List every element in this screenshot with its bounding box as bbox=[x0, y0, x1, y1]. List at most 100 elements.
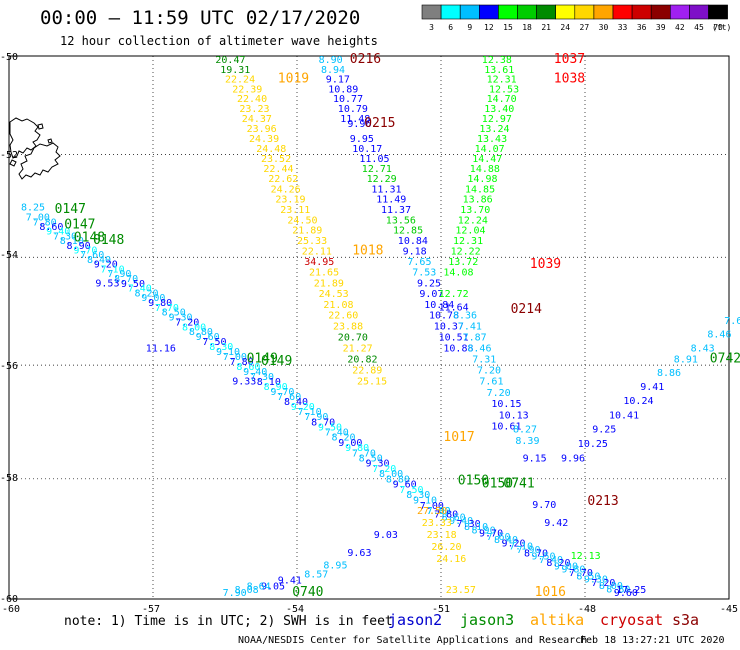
pass-time-label: 1038 bbox=[554, 72, 585, 87]
track-mark: 7.70 bbox=[352, 448, 376, 459]
colorbar-unit: (ft) bbox=[712, 23, 731, 32]
lon-label: -54 bbox=[286, 604, 304, 615]
swh-value-label: 9.96 bbox=[347, 119, 371, 130]
swh-value-label: 22.62 bbox=[268, 174, 298, 185]
track-mark: 7.30 bbox=[457, 519, 481, 530]
colorbar-label: 12 bbox=[484, 23, 494, 32]
swh-value-label: 23.11 bbox=[280, 205, 310, 216]
latitude-labels: -50 -52 -54 -56 -58 -60 bbox=[0, 52, 18, 605]
swh-value-label: 9.05 bbox=[261, 582, 285, 593]
swh-labels: 20.4719.3122.2422.3922.4023.2324.3723.96… bbox=[21, 55, 740, 599]
swh-value-label: 9.25 bbox=[592, 425, 616, 436]
colorbar-label: 9 bbox=[467, 23, 472, 32]
swh-value-label: 14.70 bbox=[487, 94, 517, 105]
colorbar-swatch bbox=[708, 4, 728, 20]
track-mark: 8.00 bbox=[599, 581, 623, 592]
track-mark: 7.60 bbox=[277, 392, 301, 403]
swh-value-label: 13.72 bbox=[448, 257, 478, 268]
swh-value-label: 9.18 bbox=[403, 247, 427, 258]
lat-label: -52 bbox=[0, 150, 18, 161]
pass-time-label: 0213 bbox=[587, 494, 618, 509]
track-mark: 8.60 bbox=[442, 513, 466, 524]
colorbar-label: 18 bbox=[522, 23, 532, 32]
track-mark: 9.70 bbox=[270, 387, 294, 398]
track-mark: 9.00 bbox=[554, 561, 578, 572]
swh-value-label: 13.40 bbox=[484, 104, 514, 115]
swh-value-label: 12.97 bbox=[482, 114, 512, 125]
track-mark: 8.50 bbox=[162, 308, 186, 319]
colorbar-swatch bbox=[669, 4, 690, 20]
swh-value-label: 13.56 bbox=[386, 215, 416, 226]
swh-value-label: 9.41 bbox=[640, 382, 664, 393]
track-mark: 7.00 bbox=[26, 213, 50, 224]
colorbar-swatch bbox=[612, 4, 633, 20]
swh-value-label: 11.48 bbox=[340, 114, 370, 125]
pass-time-label: 0150 bbox=[458, 474, 489, 489]
pass-time-label: 0741 bbox=[503, 477, 534, 492]
lat-label: -60 bbox=[0, 594, 18, 605]
swh-value-label: 22.89 bbox=[352, 365, 382, 376]
swh-value-label: 24.37 bbox=[242, 114, 272, 125]
track-mark: 9.70 bbox=[73, 245, 97, 256]
swh-value-label: 11.49 bbox=[376, 195, 406, 206]
pass-time-labels: 0216 103710381019021501470147014801481018… bbox=[55, 52, 740, 600]
track-mark: 9.00 bbox=[338, 438, 362, 449]
swh-value-label: 12.04 bbox=[455, 226, 485, 237]
swh-value-label: 12.29 bbox=[367, 174, 397, 185]
swh-value-label: 10.25 bbox=[578, 439, 608, 450]
track-mark: 9.20 bbox=[501, 538, 525, 549]
pass-time-label: 1039 bbox=[530, 257, 561, 272]
swh-value-label: 34.95 bbox=[304, 257, 334, 268]
track-mark: 7.40 bbox=[325, 428, 349, 439]
pass-time-label: 0740 bbox=[292, 585, 323, 600]
swh-value-label: 13.70 bbox=[460, 205, 490, 216]
swh-value-label: 27.50 bbox=[417, 506, 447, 517]
lon-label: -60 bbox=[2, 604, 20, 615]
swh-value-label: 8.25 bbox=[21, 202, 45, 213]
swh-value-label: 11.37 bbox=[381, 205, 411, 216]
swh-value-label: 12.24 bbox=[458, 215, 488, 226]
track-mark: 8.70 bbox=[311, 417, 335, 428]
track-mark: 7.20 bbox=[175, 317, 199, 328]
swh-value-label: 12.85 bbox=[393, 226, 423, 237]
track-mark: 8.40 bbox=[87, 255, 111, 266]
swh-value-label: 10.13 bbox=[499, 410, 529, 421]
track-mark: 8.30 bbox=[406, 490, 430, 501]
swh-value-label: 12.13 bbox=[571, 551, 601, 562]
lon-label: -51 bbox=[432, 604, 450, 615]
pass-time-label: 0149 bbox=[247, 351, 278, 366]
track-mark: 7.70 bbox=[155, 303, 179, 314]
swh-value-label: 9.96 bbox=[561, 453, 585, 464]
swh-value-label: 10.61 bbox=[491, 422, 521, 433]
track-mark: 9.40 bbox=[243, 367, 267, 378]
track-mark: 7.60 bbox=[80, 250, 104, 261]
swh-value-label: 10.89 bbox=[328, 84, 358, 95]
colorbar-label: 33 bbox=[618, 23, 628, 32]
colorbar-label: 21 bbox=[541, 23, 551, 32]
swh-value-label: 7.65 bbox=[724, 316, 740, 327]
track-mark: 9.80 bbox=[345, 443, 369, 454]
pass-time-label: 1017 bbox=[443, 430, 474, 445]
swh-value-label: 7.20 bbox=[487, 388, 511, 399]
colorbar-swatch bbox=[574, 4, 595, 20]
swh-value-label: 10.84 bbox=[424, 300, 454, 311]
colorbar-label: 70 bbox=[713, 23, 723, 32]
swh-value-label: 7.65 bbox=[407, 257, 431, 268]
lat-label: -54 bbox=[0, 250, 18, 261]
colorbar-swatch bbox=[498, 4, 518, 20]
track-mark: 8.70 bbox=[114, 274, 138, 285]
track-mark: 8.00 bbox=[379, 469, 403, 480]
swh-value-label: 12.53 bbox=[489, 84, 519, 95]
pass-time-label: 0148 bbox=[93, 233, 124, 248]
swh-value-label: 11.16 bbox=[146, 343, 176, 354]
track-mark: 8.30 bbox=[209, 342, 233, 353]
track-mark: 7.10 bbox=[509, 542, 533, 553]
track-mark: 8.10 bbox=[60, 236, 84, 247]
swh-value-label: 23.96 bbox=[247, 124, 277, 135]
colorbar-label: 39 bbox=[656, 23, 666, 32]
swh-value-label: 24.39 bbox=[249, 134, 279, 145]
swh-value-label: 8.39 bbox=[515, 436, 539, 447]
track-mark: 7.30 bbox=[250, 372, 274, 383]
track-mark: 8.40 bbox=[494, 535, 518, 546]
